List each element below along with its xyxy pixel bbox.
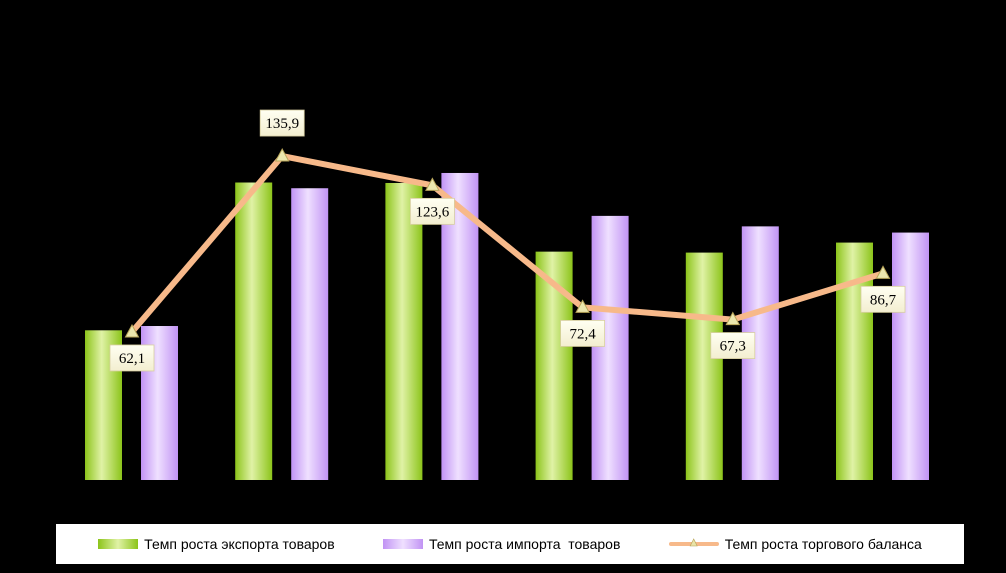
bar-export-5 (685, 252, 723, 480)
svg-text:86,7: 86,7 (870, 292, 897, 308)
legend-label-balance: Темп роста торгового баланса (724, 536, 922, 552)
data-label-balance-4: 72,4 (560, 320, 605, 347)
bar-import-6 (892, 232, 929, 480)
data-label-balance-1: 62,1 (109, 344, 155, 372)
data-label-balance-3: 123,6 (409, 197, 455, 225)
svg-text:62,1: 62,1 (119, 351, 145, 367)
svg-text:123,6: 123,6 (416, 204, 450, 220)
legend-item-import: Темп роста импорта товаров (383, 536, 620, 552)
marker-balance-1 (124, 323, 140, 338)
legend-label-import: Темп роста импорта товаров (429, 536, 621, 552)
bar-import-2 (291, 188, 329, 481)
svg-text:72,4: 72,4 (569, 326, 596, 342)
svg-text:135,9: 135,9 (265, 116, 299, 132)
legend-swatch-export (98, 539, 139, 549)
data-label-balance-5: 67,3 (710, 332, 756, 359)
bar-export-3 (385, 182, 423, 480)
bar-export-2 (235, 182, 273, 480)
legend-item-export: Темп роста экспорта товаров (98, 536, 335, 552)
legend-item-balance: Темп роста торгового баланса (668, 535, 922, 552)
line-balance (129, 153, 886, 335)
marker-balance-2 (274, 148, 290, 162)
data-label-balance-2: 135,9 (259, 109, 305, 137)
legend-label-export: Темп роста экспорта товаров (144, 536, 335, 552)
marker-balance-5 (725, 311, 741, 326)
legend-swatch-balance (668, 535, 719, 551)
svg-text:67,3: 67,3 (720, 339, 746, 355)
data-label-balance-6: 86,7 (860, 285, 906, 313)
legend-swatch-import (383, 539, 423, 549)
marker-balance-6 (875, 265, 891, 279)
bar-import-4 (591, 215, 629, 480)
chart-plot-area: 62,1 135,9 123,6 72,4 67,3 86,7 (85, 109, 929, 481)
marker-balance-4 (575, 299, 590, 313)
chart-legend: Темп роста экспорта товаров Темп роста и… (56, 524, 964, 564)
marker-balance-3 (425, 177, 440, 191)
bar-export-4 (535, 251, 573, 480)
